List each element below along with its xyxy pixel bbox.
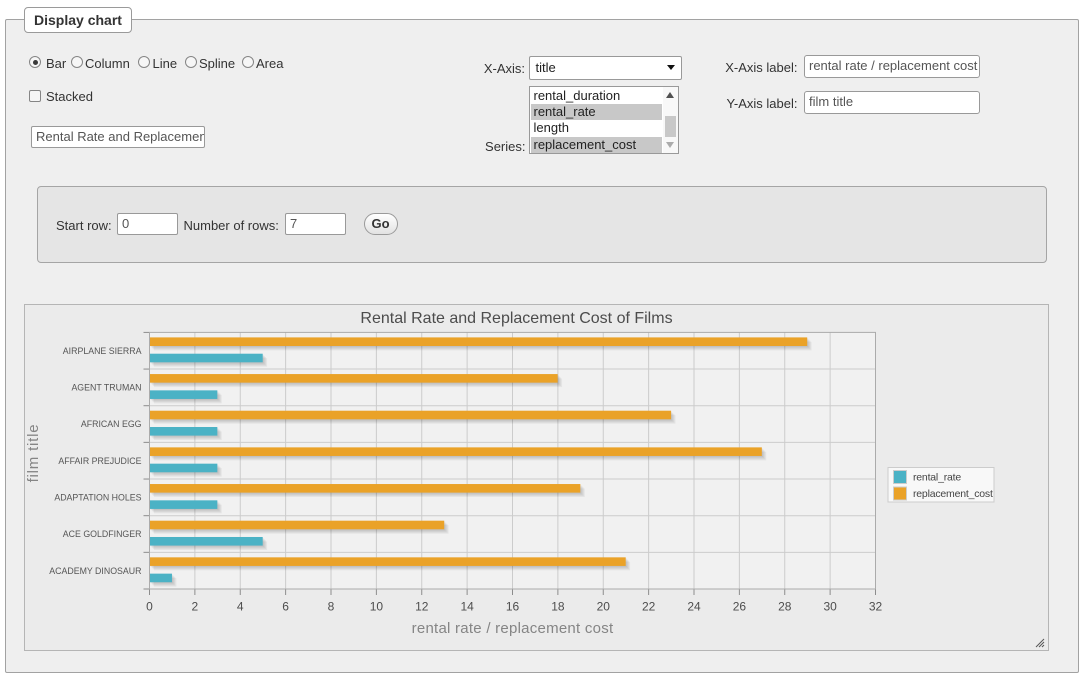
- svg-text:AFRICAN EGG: AFRICAN EGG: [81, 419, 142, 429]
- svg-text:10: 10: [370, 599, 384, 613]
- svg-text:AIRPLANE SIERRA: AIRPLANE SIERRA: [63, 346, 142, 356]
- svg-text:20: 20: [597, 599, 611, 613]
- svg-text:22: 22: [642, 599, 656, 613]
- svg-text:18: 18: [551, 599, 565, 613]
- svg-text:ACE GOLDFINGER: ACE GOLDFINGER: [63, 529, 142, 539]
- svg-text:0: 0: [146, 599, 153, 613]
- svg-text:film title: film title: [25, 424, 42, 483]
- svg-text:2: 2: [192, 599, 199, 613]
- svg-text:12: 12: [415, 599, 429, 613]
- svg-text:14: 14: [460, 599, 474, 613]
- svg-text:ACADEMY DINOSAUR: ACADEMY DINOSAUR: [49, 566, 141, 576]
- svg-text:16: 16: [506, 599, 520, 613]
- svg-text:24: 24: [687, 599, 701, 613]
- svg-text:rental rate / replacement cost: rental rate / replacement cost: [412, 620, 614, 637]
- svg-text:6: 6: [282, 599, 289, 613]
- svg-text:replacement_cost: replacement_cost: [913, 488, 993, 500]
- svg-text:28: 28: [778, 599, 792, 613]
- svg-text:AGENT TRUMAN: AGENT TRUMAN: [71, 382, 141, 392]
- svg-text:30: 30: [823, 599, 837, 613]
- svg-text:8: 8: [328, 599, 335, 613]
- svg-text:4: 4: [237, 599, 244, 613]
- svg-text:rental_rate: rental_rate: [913, 472, 961, 484]
- svg-text:ADAPTATION HOLES: ADAPTATION HOLES: [54, 492, 141, 502]
- svg-text:32: 32: [869, 599, 883, 613]
- svg-text:Rental Rate and Replacement Co: Rental Rate and Replacement Cost of Film…: [360, 310, 672, 327]
- svg-text:AFFAIR PREJUDICE: AFFAIR PREJUDICE: [58, 456, 141, 466]
- svg-text:26: 26: [733, 599, 747, 613]
